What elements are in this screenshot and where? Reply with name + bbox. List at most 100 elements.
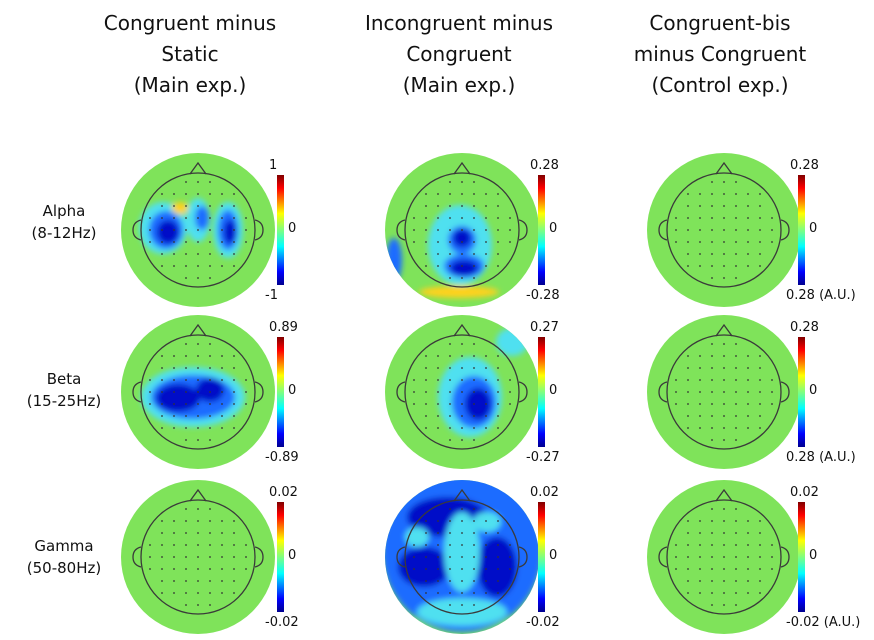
electrode-dot (759, 253, 761, 255)
electrode-dot (473, 181, 475, 183)
electrode-dot (759, 580, 761, 582)
electrode-dot (509, 544, 511, 546)
electrode-dot (209, 205, 211, 207)
electrode-dot (425, 265, 427, 267)
electrode-dot (233, 379, 235, 381)
electrode-dot (497, 193, 499, 195)
topomap-r1-c2 (385, 153, 545, 307)
electrode-dot (425, 355, 427, 357)
electrode-dot (233, 568, 235, 570)
activity-blob (477, 537, 517, 597)
electrode-dot (473, 343, 475, 345)
electrode-dot (485, 415, 487, 417)
electrode-dot (149, 556, 151, 558)
topomap-r1-c3 (647, 153, 805, 307)
electrode-dot (735, 415, 737, 417)
electrode-dot (759, 544, 761, 546)
electrode-dot (461, 439, 463, 441)
electrode-dot (209, 277, 211, 279)
electrode-dot (699, 217, 701, 219)
electrode-dot (173, 205, 175, 207)
electrode-dot (735, 520, 737, 522)
electrode-dot (197, 532, 199, 534)
electrode-dot (209, 556, 211, 558)
electrode-dot (747, 193, 749, 195)
electrode-dot (723, 253, 725, 255)
electrode-dot (197, 391, 199, 393)
activity-blob (157, 220, 179, 244)
electrode-dot (197, 193, 199, 195)
electrode-dot (209, 367, 211, 369)
electrode-dot (461, 241, 463, 243)
electrode-dot (473, 427, 475, 429)
electrode-dot (485, 403, 487, 405)
electrode-dot (185, 427, 187, 429)
electrode-dot (437, 205, 439, 207)
left-ear-outline (132, 546, 142, 568)
electrode-dot (185, 544, 187, 546)
electrode-dot (413, 391, 415, 393)
electrode-dot (161, 229, 163, 231)
electrode-dot (473, 355, 475, 357)
electrode-dot (209, 544, 211, 546)
electrode-dot (437, 580, 439, 582)
electrode-dot (497, 265, 499, 267)
electrode-dot (723, 343, 725, 345)
electrode-dot (185, 253, 187, 255)
electrode-dot (461, 367, 463, 369)
electrode-dot (461, 391, 463, 393)
electrode-dot (687, 520, 689, 522)
electrode-dot (437, 241, 439, 243)
electrode-dot (699, 520, 701, 522)
electrode-dot (161, 265, 163, 267)
electrode-dot (185, 403, 187, 405)
electrode-dot (473, 265, 475, 267)
electrode-dot (161, 580, 163, 582)
electrode-dot (473, 205, 475, 207)
electrode-dot (723, 508, 725, 510)
electrode-dot (723, 520, 725, 522)
electrode-dot (497, 403, 499, 405)
electrode-dot (437, 193, 439, 195)
electrode-dot (759, 391, 761, 393)
electrode-dot (687, 229, 689, 231)
colorbar-zero-label: 0 (549, 221, 558, 236)
electrode-dot (461, 265, 463, 267)
electrode-dot (425, 427, 427, 429)
electrode-dot (723, 265, 725, 267)
activity-blob (386, 238, 402, 282)
electrode-dot (699, 265, 701, 267)
electrode-dot (173, 415, 175, 417)
electrode-dot (711, 265, 713, 267)
electrode-dot (687, 532, 689, 534)
electrode-dot (687, 391, 689, 393)
electrode-dot (449, 367, 451, 369)
electrode-dot (747, 379, 749, 381)
electrode-dot (221, 532, 223, 534)
electrode-dot (425, 544, 427, 546)
colorbar (798, 175, 805, 285)
electrode-dot (209, 229, 211, 231)
colorbar-max-label: 0.02 (530, 485, 559, 500)
electrode-dot (449, 343, 451, 345)
head-outline (140, 172, 256, 288)
electrode-dot (687, 427, 689, 429)
electrode-dot (473, 379, 475, 381)
electrode-dot (413, 229, 415, 231)
electrode-dot (759, 355, 761, 357)
electrode-dot (723, 568, 725, 570)
electrode-dot (449, 508, 451, 510)
electrode-dot (449, 229, 451, 231)
electrode-dot (161, 241, 163, 243)
electrode-dot (735, 343, 737, 345)
electrode-dot (185, 217, 187, 219)
electrode-dot (711, 508, 713, 510)
electrode-dot (209, 379, 211, 381)
electrode-dot (449, 532, 451, 534)
electrode-dot (771, 544, 773, 546)
electrode-dot (221, 379, 223, 381)
electrode-dot (161, 253, 163, 255)
electrode-dot (771, 229, 773, 231)
electrode-dot (197, 568, 199, 570)
electrode-dot (723, 604, 725, 606)
